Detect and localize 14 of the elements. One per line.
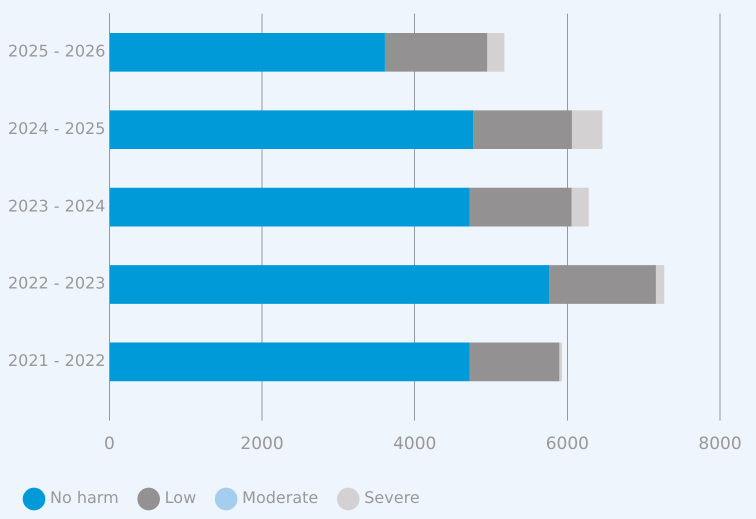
x-tick-label: 0 — [104, 434, 115, 454]
x-tick-label: 2000 — [240, 434, 284, 454]
legend-label: Moderate — [242, 488, 318, 508]
y-tick-label: 2023 - 2024 — [8, 196, 106, 216]
x-tick-label: 6000 — [546, 434, 589, 454]
y-tick-label: 2022 - 2023 — [8, 274, 106, 293]
legend-label: Low — [164, 488, 196, 508]
y-tick-label: 2025 - 2026 — [8, 41, 106, 60]
legend-label: Severe — [364, 488, 420, 508]
y-tick-label: 2021 - 2022 — [8, 351, 106, 370]
x-tick-label: 8000 — [698, 434, 742, 454]
y-tick-label: 2024 - 2025 — [8, 118, 106, 138]
x-tick-label: 4000 — [393, 434, 436, 454]
legend-label: No harm — [50, 488, 119, 508]
